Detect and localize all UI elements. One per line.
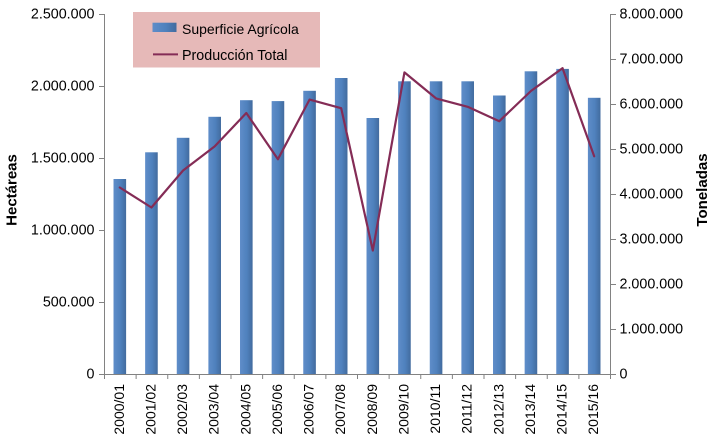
svg-text:2004/05: 2004/05 xyxy=(237,384,253,435)
svg-text:2.000.000: 2.000.000 xyxy=(31,79,95,95)
svg-text:2009/10: 2009/10 xyxy=(395,384,411,435)
svg-text:8.000.000: 8.000.000 xyxy=(620,7,684,23)
svg-text:5.000.000: 5.000.000 xyxy=(620,142,684,158)
svg-text:1.500.000: 1.500.000 xyxy=(31,151,95,167)
svg-text:2015/16: 2015/16 xyxy=(585,384,601,435)
svg-text:2012/13: 2012/13 xyxy=(490,384,506,435)
svg-text:2002/03: 2002/03 xyxy=(174,384,190,435)
svg-text:2.000.000: 2.000.000 xyxy=(620,277,684,293)
svg-text:2011/12: 2011/12 xyxy=(459,384,475,434)
svg-text:2000/01: 2000/01 xyxy=(111,384,127,435)
svg-text:7.000.000: 7.000.000 xyxy=(620,52,684,68)
svg-text:2005/06: 2005/06 xyxy=(269,384,285,435)
svg-text:Hectáreas: Hectáreas xyxy=(4,154,21,226)
svg-text:3.000.000: 3.000.000 xyxy=(620,232,684,248)
svg-text:500.000: 500.000 xyxy=(43,295,95,311)
svg-text:2010/11: 2010/11 xyxy=(427,384,443,434)
svg-text:1.000.000: 1.000.000 xyxy=(620,322,684,338)
svg-text:0: 0 xyxy=(87,367,95,383)
svg-text:2.500.000: 2.500.000 xyxy=(31,7,95,23)
svg-text:6.000.000: 6.000.000 xyxy=(620,97,684,113)
svg-text:2006/07: 2006/07 xyxy=(301,384,317,435)
svg-text:0: 0 xyxy=(620,367,628,383)
svg-text:2007/08: 2007/08 xyxy=(332,384,348,435)
svg-text:2013/14: 2013/14 xyxy=(522,384,538,435)
svg-text:2003/04: 2003/04 xyxy=(206,384,222,435)
svg-text:2008/09: 2008/09 xyxy=(364,384,380,435)
svg-text:1.000.000: 1.000.000 xyxy=(31,223,95,239)
svg-text:Producción Total: Producción Total xyxy=(182,48,287,64)
svg-text:Superficie Agrícola: Superficie Agrícola xyxy=(182,21,299,37)
svg-text:4.000.000: 4.000.000 xyxy=(620,187,684,203)
svg-text:2014/15: 2014/15 xyxy=(554,384,570,435)
svg-text:Toneladas: Toneladas xyxy=(694,153,711,226)
svg-text:2001/02: 2001/02 xyxy=(142,384,158,435)
